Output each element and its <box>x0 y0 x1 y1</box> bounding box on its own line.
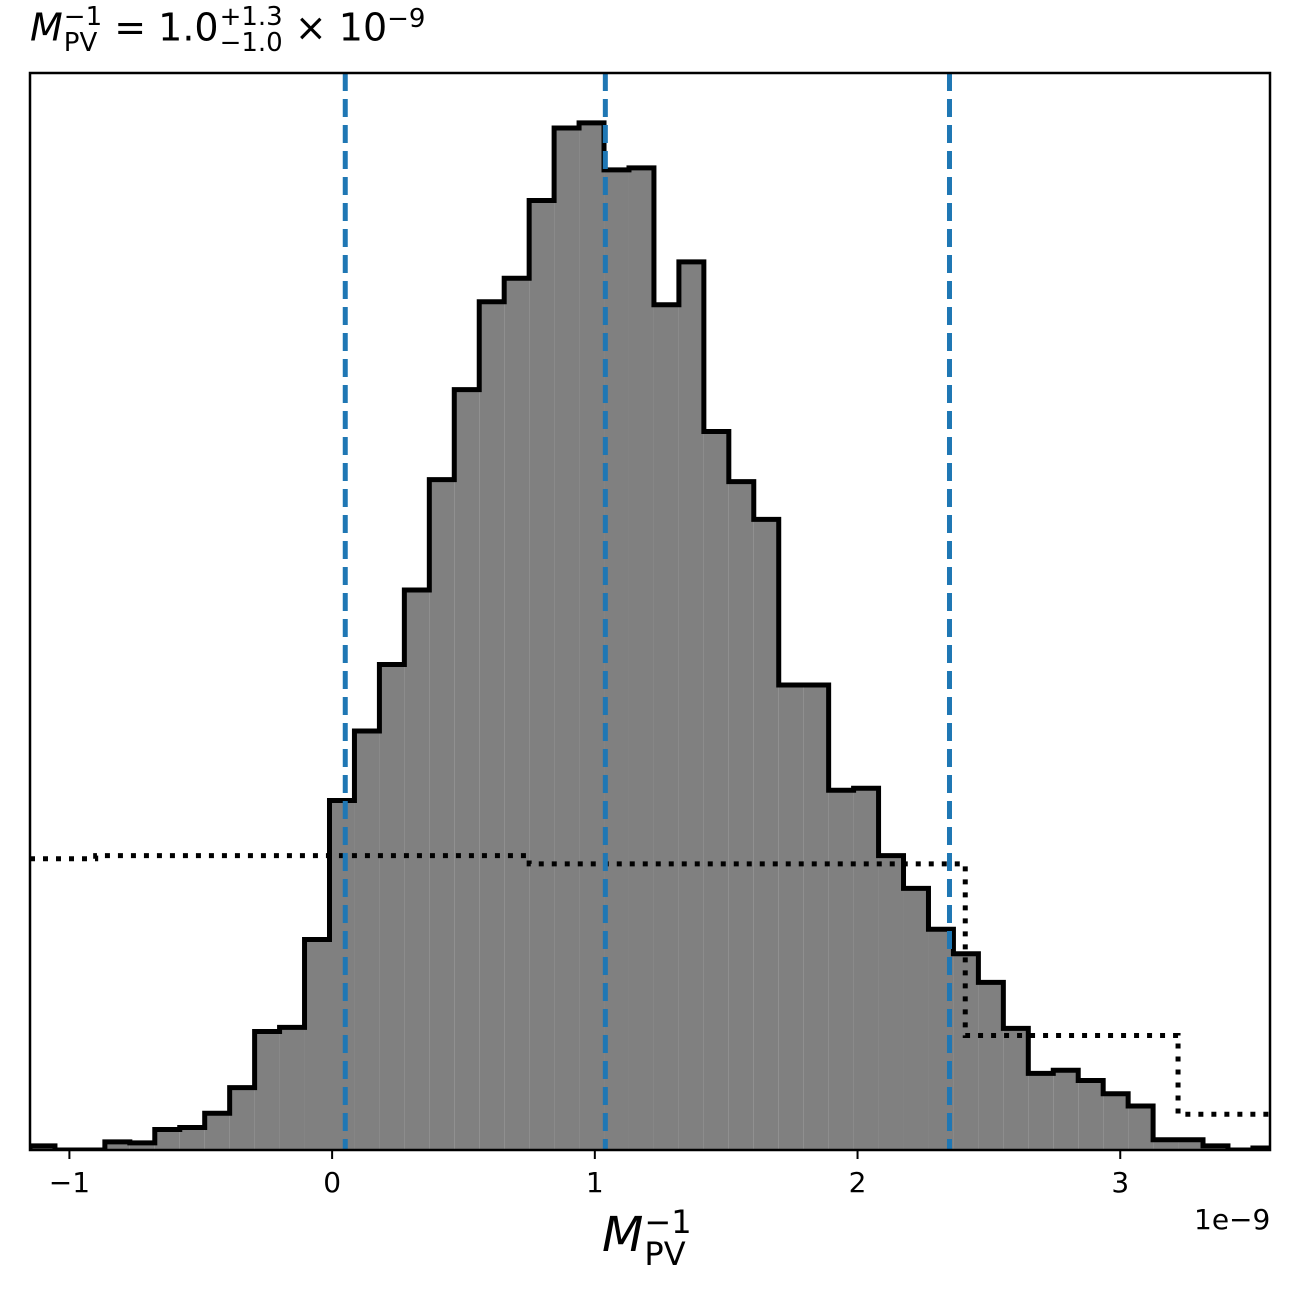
histogram-bar <box>329 800 355 1150</box>
histogram-bar <box>1103 1093 1129 1150</box>
title-symbol-sub: PV <box>63 28 98 59</box>
xlabel-scripts: −1 PV <box>644 1206 691 1270</box>
histogram-bar <box>429 479 455 1150</box>
histogram-bar <box>229 1087 255 1150</box>
x-axis-label: M −1 PV <box>602 1206 692 1270</box>
histogram-bar <box>404 589 430 1150</box>
histogram-bar <box>579 122 605 1150</box>
xlabel-sup: −1 <box>644 1203 692 1241</box>
histogram-bar <box>604 169 629 1150</box>
histogram-bar <box>1053 1070 1079 1150</box>
x-tick-label: −1 <box>49 1166 90 1199</box>
chart-title: M −1 PV = 1.0 +1.3 −1.0 × 10−9 <box>30 4 425 56</box>
histogram-bar <box>1128 1106 1154 1150</box>
histogram-bar <box>304 939 330 1150</box>
title-value: 1.0 <box>158 5 219 50</box>
x-tick-label: 1 <box>586 1166 604 1199</box>
title-exponent: −9 <box>387 4 426 34</box>
histogram-bar <box>678 261 704 1150</box>
histogram-bar <box>803 684 829 1150</box>
title-symbol-scripts: −1 PV <box>64 4 102 56</box>
histogram-bar <box>1078 1080 1104 1150</box>
x-axis-ticks: −1 0 1 2 3 <box>49 1150 1129 1199</box>
histogram-bar <box>554 128 580 1150</box>
histogram-bar <box>279 1027 305 1150</box>
histogram-bar <box>104 1141 130 1150</box>
title-err-plus: +1.3 <box>219 2 283 33</box>
histogram-outline <box>30 120 1270 1150</box>
histogram-bar <box>504 278 530 1150</box>
title-error-scripts: +1.3 −1.0 <box>220 4 283 56</box>
x-tick-label: 2 <box>849 1166 867 1199</box>
histogram-bar <box>354 730 380 1150</box>
axes-frame <box>28 71 1272 1152</box>
histogram-bar <box>154 1129 180 1150</box>
title-base: 10 <box>338 5 388 50</box>
histogram-bar <box>479 301 505 1150</box>
histogram-bar <box>853 788 879 1150</box>
histogram-bar <box>129 1142 155 1150</box>
histogram-bar <box>903 888 929 1150</box>
histogram-bar <box>1178 1139 1204 1150</box>
histogram-bar <box>703 431 729 1150</box>
histogram-bar <box>628 167 654 1150</box>
histogram-bar <box>1153 1139 1179 1150</box>
histogram-bar <box>828 790 854 1150</box>
histogram-bar <box>778 684 804 1150</box>
title-err-minus: −1.0 <box>219 28 283 59</box>
histogram-bar <box>204 1113 230 1150</box>
title-equals: = <box>114 5 147 50</box>
x-tick-label: 0 <box>323 1166 341 1199</box>
x-tick-label: 3 <box>1111 1166 1129 1199</box>
histogram-bar <box>254 1031 280 1150</box>
title-symbol: M <box>30 5 63 50</box>
histogram-bar <box>653 304 679 1150</box>
histogram-bar <box>953 953 979 1150</box>
histogram-bar <box>529 200 555 1150</box>
histogram-bar <box>454 389 480 1150</box>
histogram-bar <box>1003 1028 1029 1150</box>
plot-area <box>28 71 1272 1152</box>
histogram-bar <box>379 664 405 1150</box>
histogram-bar <box>878 855 904 1150</box>
prior-step-line <box>30 853 1270 1117</box>
plot-clipped <box>30 73 1270 1150</box>
xlabel-sub: PV <box>644 1235 686 1273</box>
histogram-bar <box>728 481 754 1150</box>
histogram-bar <box>1028 1073 1054 1150</box>
histogram-bar <box>978 982 1004 1150</box>
histogram-bar <box>753 519 779 1150</box>
title-symbol-sup: −1 <box>63 2 103 33</box>
title-times: × <box>294 5 327 50</box>
xlabel-symbol: M <box>602 1207 644 1263</box>
histogram-bar <box>179 1127 205 1150</box>
x-axis-offset-text: 1e−9 <box>1194 1203 1271 1236</box>
